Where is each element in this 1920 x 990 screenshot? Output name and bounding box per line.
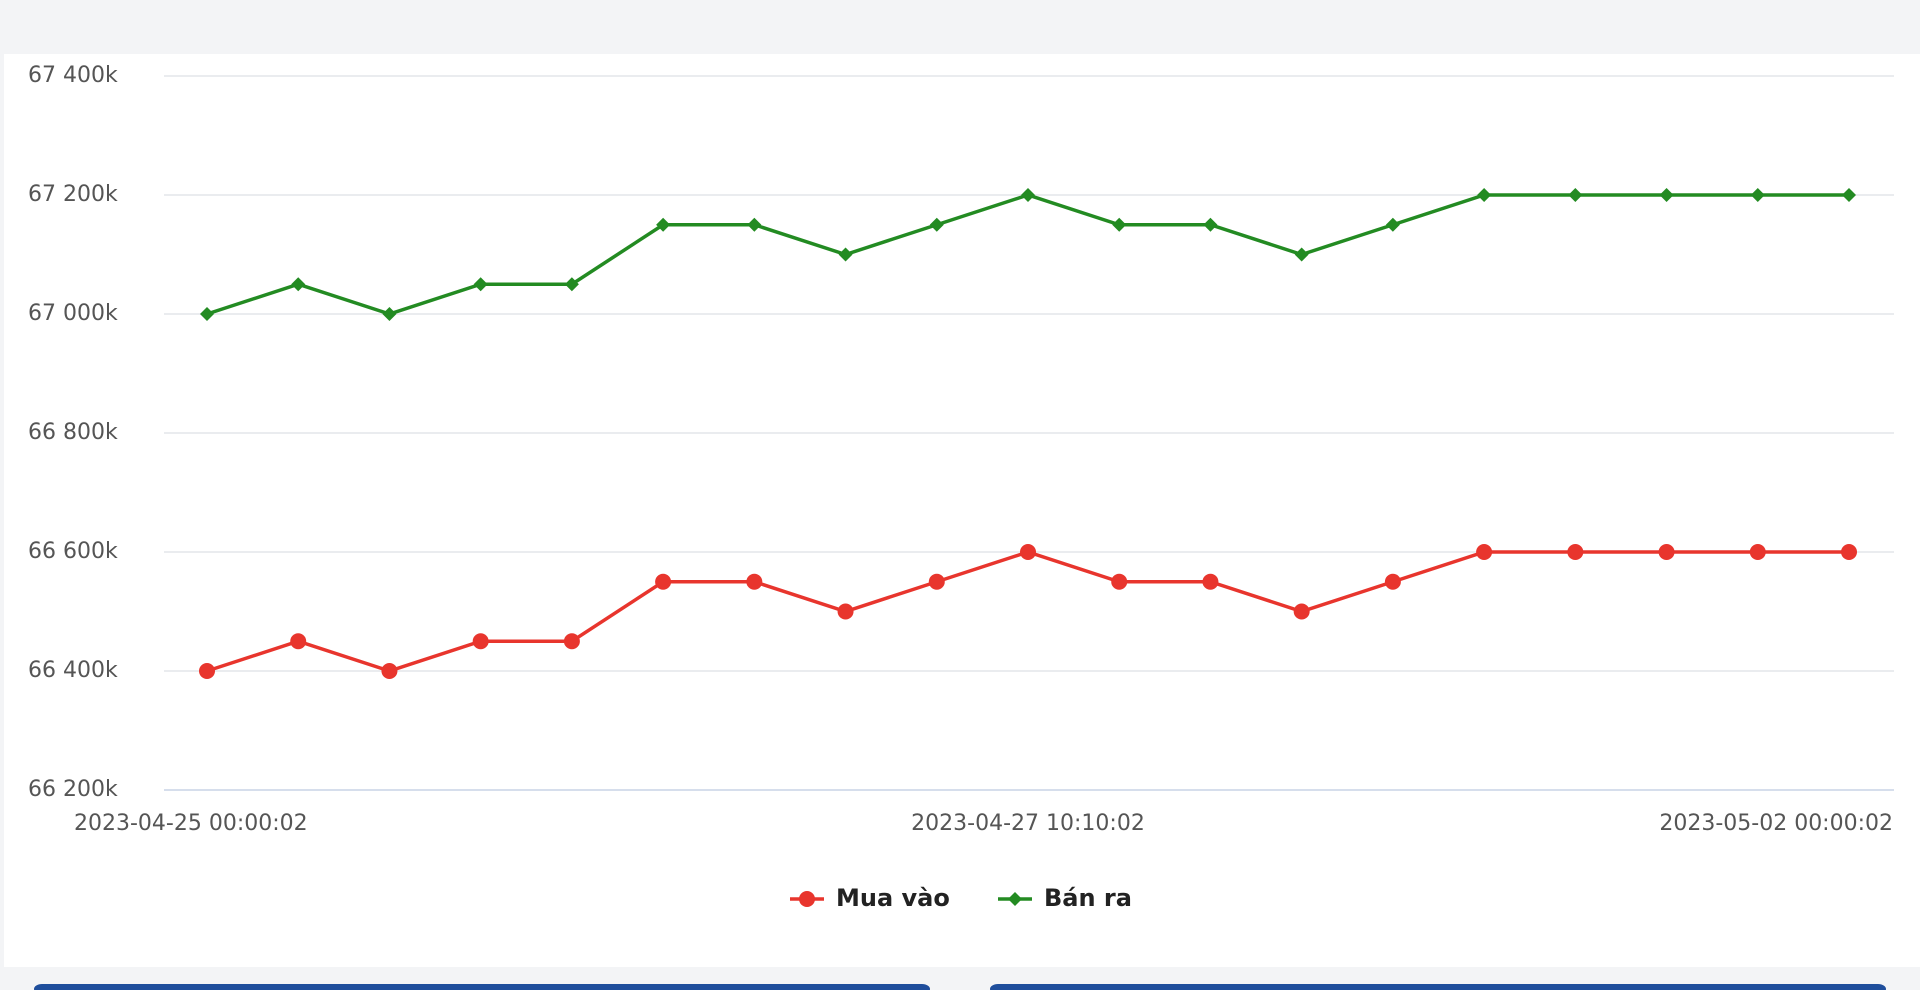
point <box>1568 188 1583 202</box>
point <box>1111 573 1128 590</box>
bottom-card <box>990 984 1886 990</box>
point <box>1659 188 1674 202</box>
point <box>1294 247 1309 262</box>
point <box>837 603 854 620</box>
point <box>928 573 945 590</box>
point <box>1021 188 1035 202</box>
top-bar <box>0 0 1920 54</box>
point <box>1658 544 1675 560</box>
point <box>746 573 763 590</box>
y-tick-label: 67 400k <box>28 63 118 88</box>
y-tick-label: 66 200k <box>28 777 118 802</box>
point <box>929 217 944 232</box>
point <box>472 633 489 650</box>
y-tick-label: 67 000k <box>28 301 118 326</box>
y-tick-label: 66 400k <box>28 658 118 683</box>
point <box>1476 544 1493 560</box>
point <box>1293 603 1310 620</box>
point <box>1842 188 1856 202</box>
point <box>563 633 580 650</box>
point <box>1750 188 1765 202</box>
point <box>1202 573 1219 590</box>
point <box>1385 217 1400 232</box>
legend-marker <box>1008 892 1022 906</box>
x-tick-label: 2023-05-02 00:00:02 <box>1659 811 1893 836</box>
y-tick-label: 67 200k <box>28 182 118 207</box>
point <box>1203 217 1218 232</box>
chart: 66 200k 66 400k 66 600k 66 800k 67 000k 67 20… <box>28 63 1894 912</box>
point <box>200 307 214 321</box>
point <box>290 633 307 650</box>
chart-panel <box>4 54 1920 967</box>
point <box>655 573 672 590</box>
y-tick-label: 66 600k <box>28 539 118 564</box>
point <box>1567 544 1584 560</box>
legend-label[interactable]: Mua vào <box>836 884 950 912</box>
point <box>382 307 397 321</box>
point <box>1749 544 1766 560</box>
y-tick-label: 66 800k <box>28 420 118 445</box>
point <box>1112 217 1127 232</box>
legend-marker <box>799 891 815 907</box>
point <box>473 277 488 292</box>
point <box>564 277 579 292</box>
point <box>199 663 215 679</box>
point <box>656 217 671 232</box>
legend-label[interactable]: Bán ra <box>1044 884 1132 912</box>
x-tick-label: 2023-04-25 00:00:02 <box>74 811 308 836</box>
point <box>1477 188 1492 202</box>
point <box>1384 573 1401 590</box>
point <box>1841 544 1857 560</box>
point <box>381 663 398 679</box>
point <box>838 247 853 262</box>
x-tick-label: 2023-04-27 10:10:02 <box>911 811 1145 836</box>
bottom-card <box>34 984 930 990</box>
point <box>747 217 762 232</box>
point <box>1020 544 1036 560</box>
point <box>291 277 306 292</box>
